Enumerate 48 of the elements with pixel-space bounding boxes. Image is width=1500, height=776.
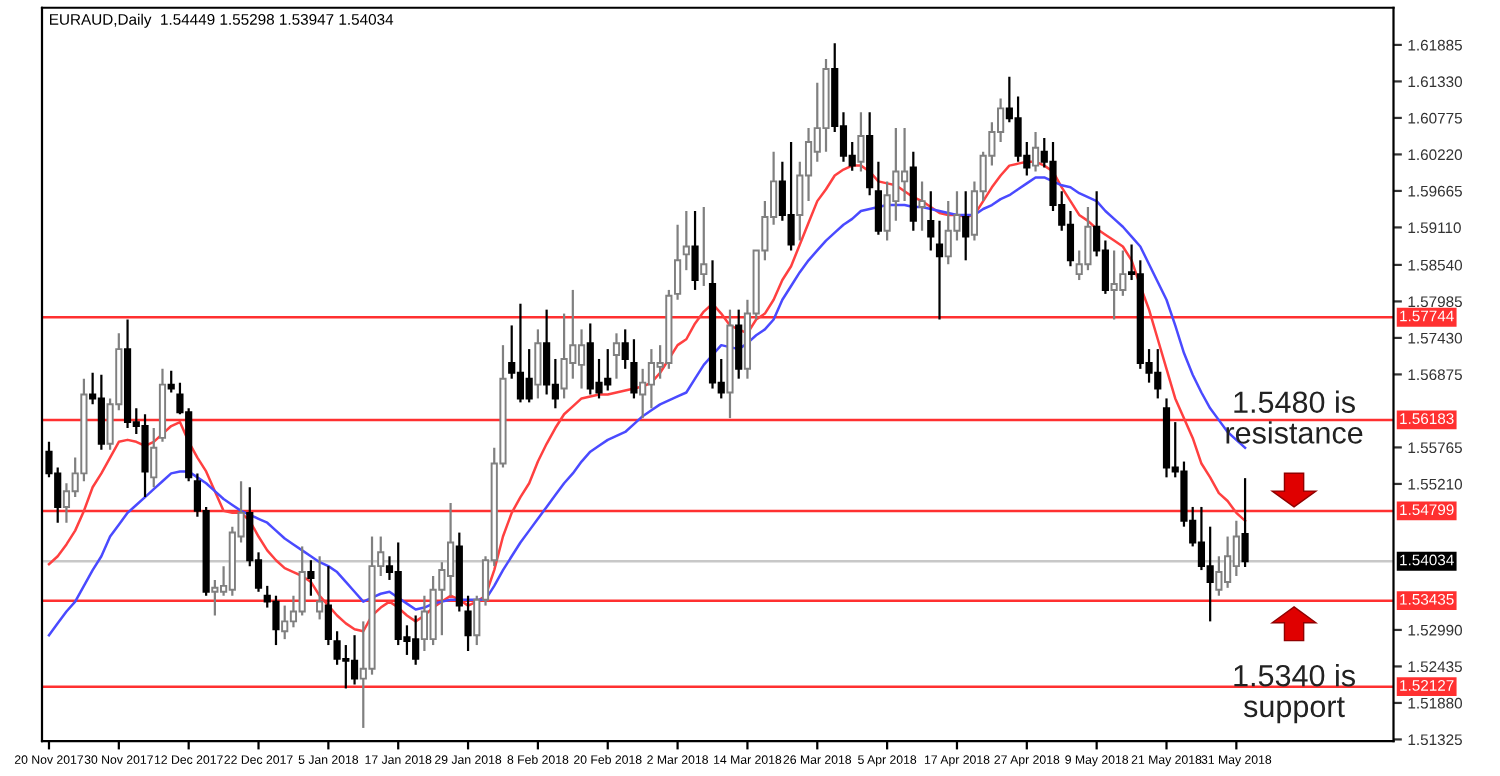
candlestick — [211, 578, 219, 617]
candlestick — [534, 328, 542, 400]
candlestick — [1110, 249, 1118, 321]
candlestick — [674, 223, 682, 301]
candlestick — [935, 219, 944, 321]
annotation: 1.5340 is support — [1234, 664, 1355, 724]
candlestick — [560, 312, 568, 400]
candlestick — [700, 205, 708, 288]
candlestick — [167, 369, 175, 394]
candlestick — [150, 426, 158, 489]
candlestick — [298, 545, 306, 617]
candlestick — [639, 367, 647, 420]
candlestick — [927, 190, 935, 252]
candlestick — [350, 634, 359, 686]
candlestick — [1119, 249, 1127, 297]
candlestick — [682, 209, 690, 272]
candlestick — [316, 555, 324, 621]
candlestick — [962, 190, 970, 262]
candlestick — [577, 328, 586, 390]
candlestick — [735, 308, 743, 380]
candlestick — [1206, 525, 1214, 623]
candlestick — [1241, 477, 1249, 569]
candlestick — [281, 604, 289, 641]
candlestick — [1031, 130, 1040, 173]
candlestick — [272, 594, 280, 647]
candlestick — [97, 373, 105, 451]
candlestick — [691, 209, 699, 292]
candlestick — [787, 140, 795, 252]
candlestick — [1215, 555, 1223, 597]
candlestick — [1232, 519, 1240, 578]
candlestick — [525, 347, 533, 404]
candlestick — [1066, 209, 1075, 268]
candlestick — [141, 413, 149, 499]
candlestick — [342, 643, 350, 690]
candlestick — [857, 111, 865, 173]
candlestick — [621, 328, 629, 370]
candlestick — [543, 308, 551, 396]
candlestick — [333, 630, 341, 666]
candlestick — [516, 302, 525, 404]
candlestick — [307, 559, 315, 597]
candlestick — [918, 180, 926, 232]
candlestick — [874, 160, 882, 236]
candlestick — [1014, 95, 1022, 163]
candlestick — [630, 338, 638, 400]
candlestick — [1084, 205, 1092, 272]
candlestick — [324, 565, 332, 647]
candlestick — [464, 594, 472, 653]
candlestick — [612, 332, 621, 380]
